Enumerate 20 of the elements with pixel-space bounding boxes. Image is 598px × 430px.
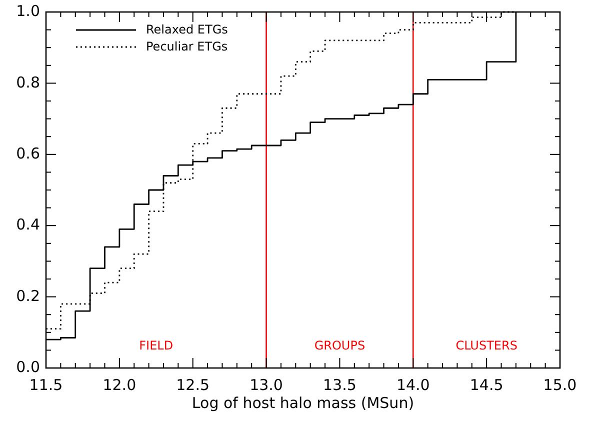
x-tick-label: 13.5: [323, 376, 356, 394]
x-tick-label: 14.5: [470, 376, 504, 394]
legend-label: Relaxed ETGs: [146, 22, 228, 36]
legend-label: Peculiar ETGs: [146, 39, 228, 54]
y-tick-label: 0.2: [16, 286, 40, 305]
annotation: FIELD: [139, 338, 174, 352]
y-tick-label: 0.6: [16, 144, 40, 163]
annotation: CLUSTERS: [456, 338, 518, 352]
y-tick-label: 0.4: [16, 216, 40, 234]
y-tick-label: 0.0: [16, 358, 40, 376]
y-tick-label: 0.8: [16, 73, 40, 92]
x-tick-label: 15.0: [543, 376, 577, 394]
x-tick-label: 12.5: [176, 376, 210, 394]
x-tick-label: 12.0: [102, 376, 136, 394]
annotation: GROUPS: [314, 338, 366, 352]
x-tick-label: 11.5: [29, 376, 63, 394]
x-tick-label: 13.0: [250, 376, 283, 394]
y-tick-label: 1.0: [16, 2, 40, 20]
x-axis-title: Log of host halo mass (MSun): [192, 394, 414, 412]
x-tick-label: 14.0: [396, 376, 430, 394]
